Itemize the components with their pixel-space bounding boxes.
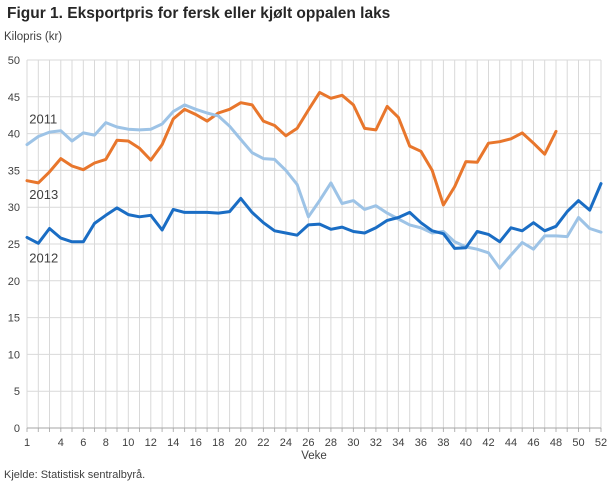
x-tick-label: 24	[280, 437, 292, 449]
x-tick-label: 26	[302, 437, 314, 449]
y-tick-label: 45	[8, 92, 20, 104]
horizontal-gridlines	[27, 59, 601, 429]
y-tick-label: 35	[8, 165, 20, 177]
x-tick-label: 8	[103, 437, 109, 449]
y-tick-label: 30	[8, 202, 20, 214]
x-tick-label: 50	[572, 437, 584, 449]
x-axis-tick-labels: 1 4 6 8 10 12 14 16 18 20 22 24 26 28 30 32 34 36 38 40 42 44…	[24, 437, 607, 449]
x-tick-label: 52	[595, 437, 607, 449]
x-tick-label: 28	[325, 437, 337, 449]
x-tick-label: 46	[527, 437, 539, 449]
series-line-2012	[25, 182, 603, 250]
y-tick-label: 20	[8, 276, 20, 288]
x-tick-label: 6	[80, 437, 86, 449]
x-tick-label: 30	[347, 437, 359, 449]
x-tick-label: 10	[122, 437, 134, 449]
x-tick-label: 34	[392, 437, 404, 449]
x-tick-label: 48	[550, 437, 562, 449]
y-tick-label: 5	[14, 386, 20, 398]
x-tick-label: 14	[167, 437, 179, 449]
x-tick-label: 20	[235, 437, 247, 449]
x-tick-label: 42	[482, 437, 494, 449]
x-tick-label: 36	[415, 437, 427, 449]
y-tick-label: 50	[8, 55, 20, 67]
x-tick-label: 12	[145, 437, 157, 449]
x-tick-label: 40	[460, 437, 472, 449]
series-label-2011: 2011	[29, 111, 57, 126]
y-tick-label: 10	[8, 349, 20, 361]
series-label-2012: 2012	[29, 250, 58, 265]
x-tick-label: 44	[505, 437, 517, 449]
x-tick-label: 1	[24, 437, 30, 449]
y-tick-label: 25	[8, 239, 20, 251]
x-tick-label: 18	[212, 437, 224, 449]
source-note: Kjelde: Statistisk sentralbyrå.	[4, 469, 146, 481]
series-label-2013: 2013	[29, 187, 58, 202]
x-axis-ticks	[26, 428, 602, 432]
y-tick-label: 40	[8, 129, 20, 141]
series-line-2011	[25, 103, 603, 270]
x-tick-label: 32	[370, 437, 382, 449]
y-tick-label: 0	[14, 423, 20, 435]
y-tick-label: 15	[8, 313, 20, 325]
x-tick-label: 4	[58, 437, 64, 449]
y-axis-tick-labels: 0 5 10 15 20 25 30 35 40 45 50	[8, 55, 20, 435]
figure-title: Figur 1. Eksportpris for fersk eller kjø…	[7, 5, 391, 22]
y-axis-title: Kilopris (kr)	[4, 31, 63, 43]
x-tick-label: 22	[257, 437, 269, 449]
x-tick-label: 16	[190, 437, 202, 449]
x-tick-label: 38	[437, 437, 449, 449]
x-axis-title: Veke	[301, 450, 327, 462]
series-line-2013	[25, 90, 558, 207]
